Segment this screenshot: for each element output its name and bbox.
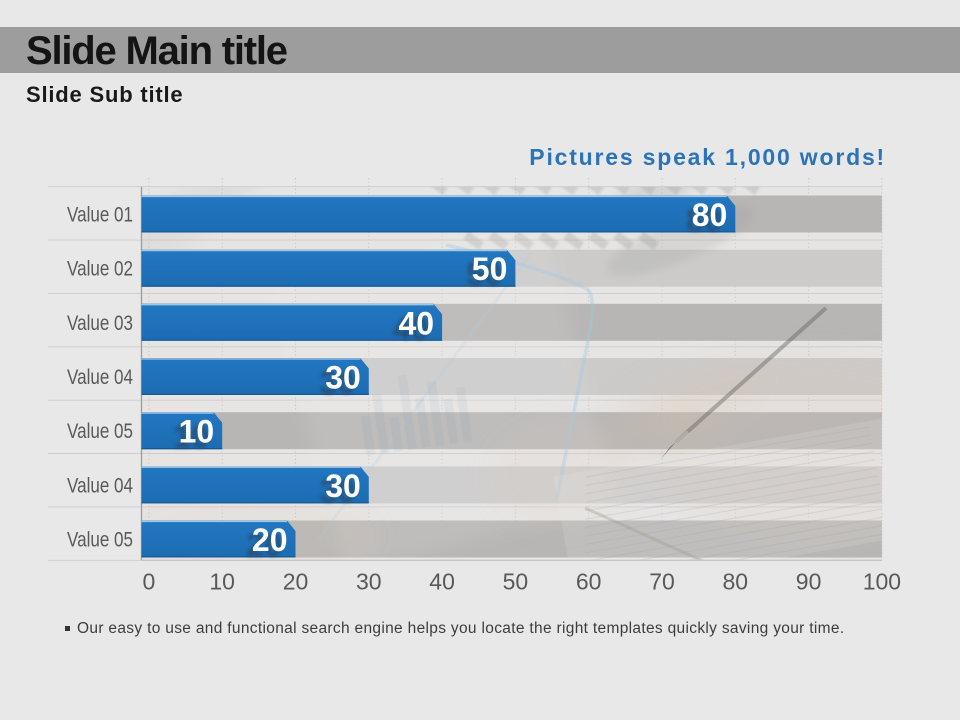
svg-text:50: 50 (503, 569, 529, 595)
svg-text:Value 05: Value 05 (67, 420, 133, 443)
svg-text:40: 40 (393, 310, 429, 346)
svg-text:80: 80 (723, 569, 749, 595)
svg-text:Value 01: Value 01 (67, 204, 133, 227)
svg-text:30: 30 (325, 468, 361, 504)
svg-text:10: 10 (179, 414, 215, 450)
svg-text:30: 30 (356, 569, 382, 595)
svg-text:20: 20 (283, 569, 309, 595)
svg-text:80: 80 (692, 197, 728, 233)
svg-text:70: 70 (649, 569, 675, 595)
svg-text:Value 03: Value 03 (67, 312, 133, 335)
svg-text:Value 05: Value 05 (67, 529, 133, 552)
svg-text:40: 40 (399, 305, 435, 341)
svg-text:20: 20 (252, 522, 288, 558)
svg-text:0: 0 (143, 569, 156, 595)
svg-text:60: 60 (576, 569, 602, 595)
svg-text:20: 20 (246, 527, 282, 563)
svg-text:100: 100 (863, 569, 901, 595)
svg-text:90: 90 (796, 569, 822, 595)
svg-text:10: 10 (173, 419, 209, 455)
svg-text:Value 04: Value 04 (67, 474, 133, 497)
svg-text:Value 02: Value 02 (67, 258, 133, 281)
svg-text:40: 40 (429, 569, 455, 595)
svg-text:80: 80 (686, 202, 722, 238)
svg-text:50: 50 (472, 251, 508, 287)
svg-text:Value 04: Value 04 (67, 366, 133, 389)
svg-text:30: 30 (320, 473, 356, 509)
svg-text:10: 10 (209, 569, 235, 595)
svg-text:30: 30 (325, 360, 361, 396)
svg-text:30: 30 (320, 365, 356, 401)
svg-text:50: 50 (466, 256, 502, 292)
